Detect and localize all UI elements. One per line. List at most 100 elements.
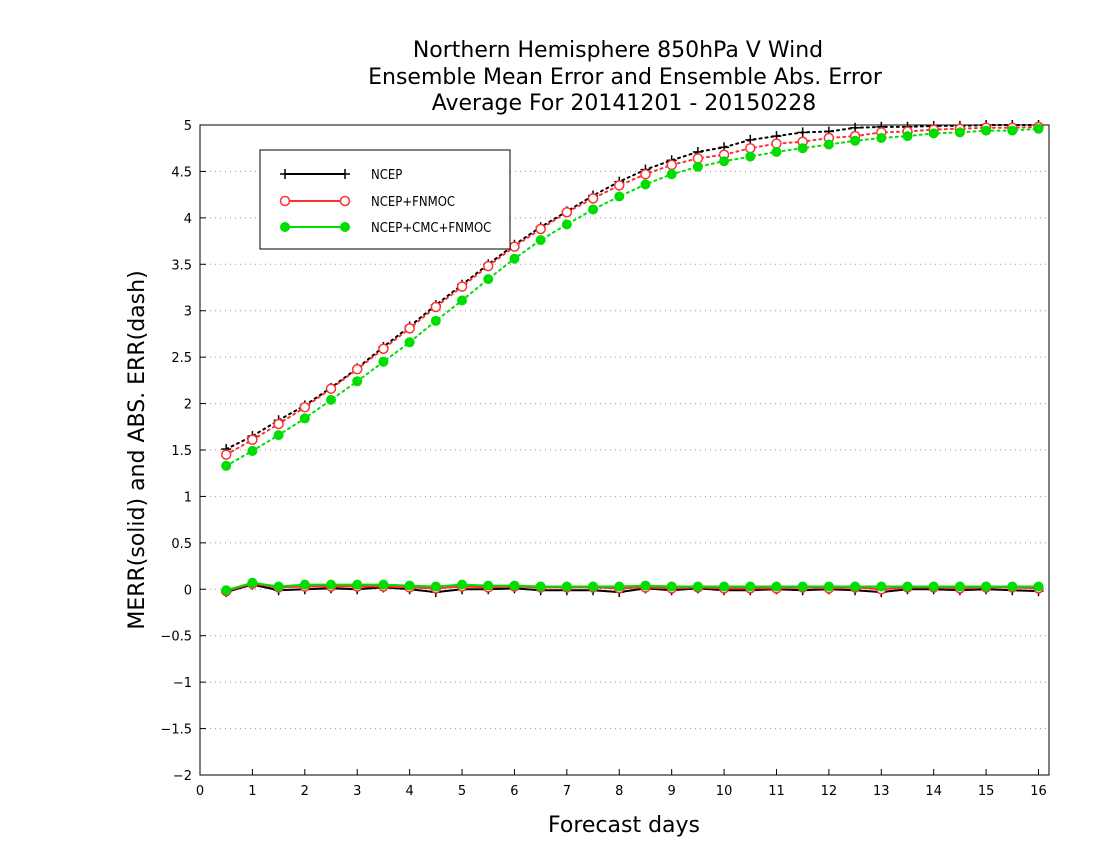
mean-error-point (902, 581, 913, 592)
abs-error-point (326, 394, 337, 405)
legend-box (259, 149, 511, 250)
x-axis-label: Forecast days (548, 813, 700, 838)
abs-error-point (745, 142, 756, 154)
abs-error-point (535, 223, 546, 235)
abs-error-point (509, 241, 520, 252)
x-tick-label: 2 (301, 784, 309, 799)
mean-error-point (378, 579, 389, 590)
grid-lines (200, 170, 1049, 730)
mean-error-point (640, 580, 651, 591)
y-tick-label: −0.5 (160, 630, 192, 645)
mean-error-point (221, 585, 232, 596)
abs-error-point (771, 146, 782, 157)
abs-error-point (299, 413, 310, 424)
mean-error-point (273, 581, 284, 592)
mean-error-point (561, 581, 572, 592)
abs-error-point (430, 301, 442, 313)
legend-marker (340, 222, 350, 232)
y-tick-label: 1 (184, 490, 192, 505)
abs-error-point (247, 434, 258, 446)
abs-error-point (614, 180, 625, 191)
x-tick-label: 4 (405, 784, 413, 799)
legend-marker (340, 169, 350, 179)
series-ncep-cmc-fnmoc (221, 123, 1044, 596)
x-tick-label: 7 (563, 784, 571, 799)
abs-error-point (457, 295, 468, 306)
y-axis-ticks: 5 4.5 4 3.5 3 2.5 2 1.5 1 0.5 0 −0.5 −1 −1.5 −2 (160, 119, 206, 784)
mean-error-point (1007, 581, 1018, 592)
legend-item: NCEP+CMC+FNMOC (280, 221, 491, 236)
abs-error-point (378, 356, 389, 367)
abs-error-point (404, 337, 415, 348)
legend-marker (280, 222, 290, 232)
legend-label: NCEP+CMC+FNMOC (371, 221, 491, 236)
abs-error-point (981, 125, 992, 136)
abs-error-point (719, 156, 730, 167)
mean-error-point (771, 581, 782, 592)
abs-error-point (1033, 123, 1044, 134)
chart-title-line-1: Northern Hemisphere 850hPa V Wind (413, 38, 823, 63)
mean-error-point (745, 581, 756, 592)
mean-error-point (588, 581, 599, 592)
y-tick-label: 2.5 (171, 351, 192, 366)
x-tick-label: 5 (458, 784, 466, 799)
y-tick-label: 2 (184, 398, 192, 413)
y-tick-label: −1.5 (160, 723, 192, 738)
x-tick-label: 1 (248, 784, 256, 799)
chart-title-line-2: Ensemble Mean Error and Ensemble Abs. Er… (368, 65, 883, 90)
x-tick-label: 3 (353, 784, 361, 799)
x-tick-label: 8 (615, 784, 623, 799)
mean-error-point (535, 581, 546, 592)
abs-error-point (614, 191, 625, 202)
abs-error-point (456, 281, 468, 292)
legend-label: NCEP+FNMOC (371, 195, 455, 210)
y-tick-label: 5 (184, 119, 192, 134)
x-tick-label: 13 (873, 784, 890, 799)
mean-error-point (352, 579, 363, 590)
abs-error-point (561, 219, 572, 230)
mean-error-point (823, 581, 834, 592)
legend-marker (280, 169, 290, 179)
legend: NCEP NCEP+FNMOC NCEP+CMC+FNMOC (259, 149, 511, 250)
abs-error-point (797, 143, 808, 154)
legend-label: NCEP (371, 168, 402, 183)
mean-error-point (666, 581, 677, 592)
mean-error-point (404, 580, 415, 591)
mean-error-point (981, 581, 992, 592)
abs-error-point (535, 235, 546, 246)
abs-error-point (692, 161, 703, 172)
abs-error-point (640, 179, 651, 190)
abs-error-point (1007, 125, 1018, 136)
y-tick-label: 0 (184, 583, 192, 598)
abs-error-point (692, 153, 704, 164)
mean-error-point (430, 581, 441, 592)
mean-error-point (876, 581, 887, 592)
abs-error-point (325, 383, 337, 394)
abs-error-point (954, 127, 965, 138)
x-tick-label: 14 (925, 784, 942, 799)
abs-error-point (640, 168, 651, 180)
abs-error-point (823, 139, 834, 150)
mean-error-point (614, 581, 625, 592)
x-tick-label: 9 (668, 784, 676, 799)
mean-error-point (483, 580, 494, 591)
abs-error-point (666, 159, 677, 171)
mean-error-point (509, 580, 520, 591)
mean-error-point (797, 581, 808, 592)
abs-error-point (482, 260, 494, 272)
chart-title-line-3: Average For 20141201 - 20150228 (432, 91, 817, 116)
abs-error-point (378, 343, 389, 355)
abs-error-point (351, 363, 363, 375)
mean-error-point (299, 579, 310, 590)
mean-error-point (457, 579, 468, 590)
abs-error-point (483, 274, 494, 285)
y-tick-label: 0.5 (171, 537, 192, 552)
abs-error-point (902, 131, 913, 142)
abs-error-point (273, 418, 284, 430)
abs-error-point (876, 133, 887, 143)
abs-error-point (771, 138, 782, 149)
abs-error-point (221, 460, 232, 471)
mean-error-point (954, 581, 965, 592)
